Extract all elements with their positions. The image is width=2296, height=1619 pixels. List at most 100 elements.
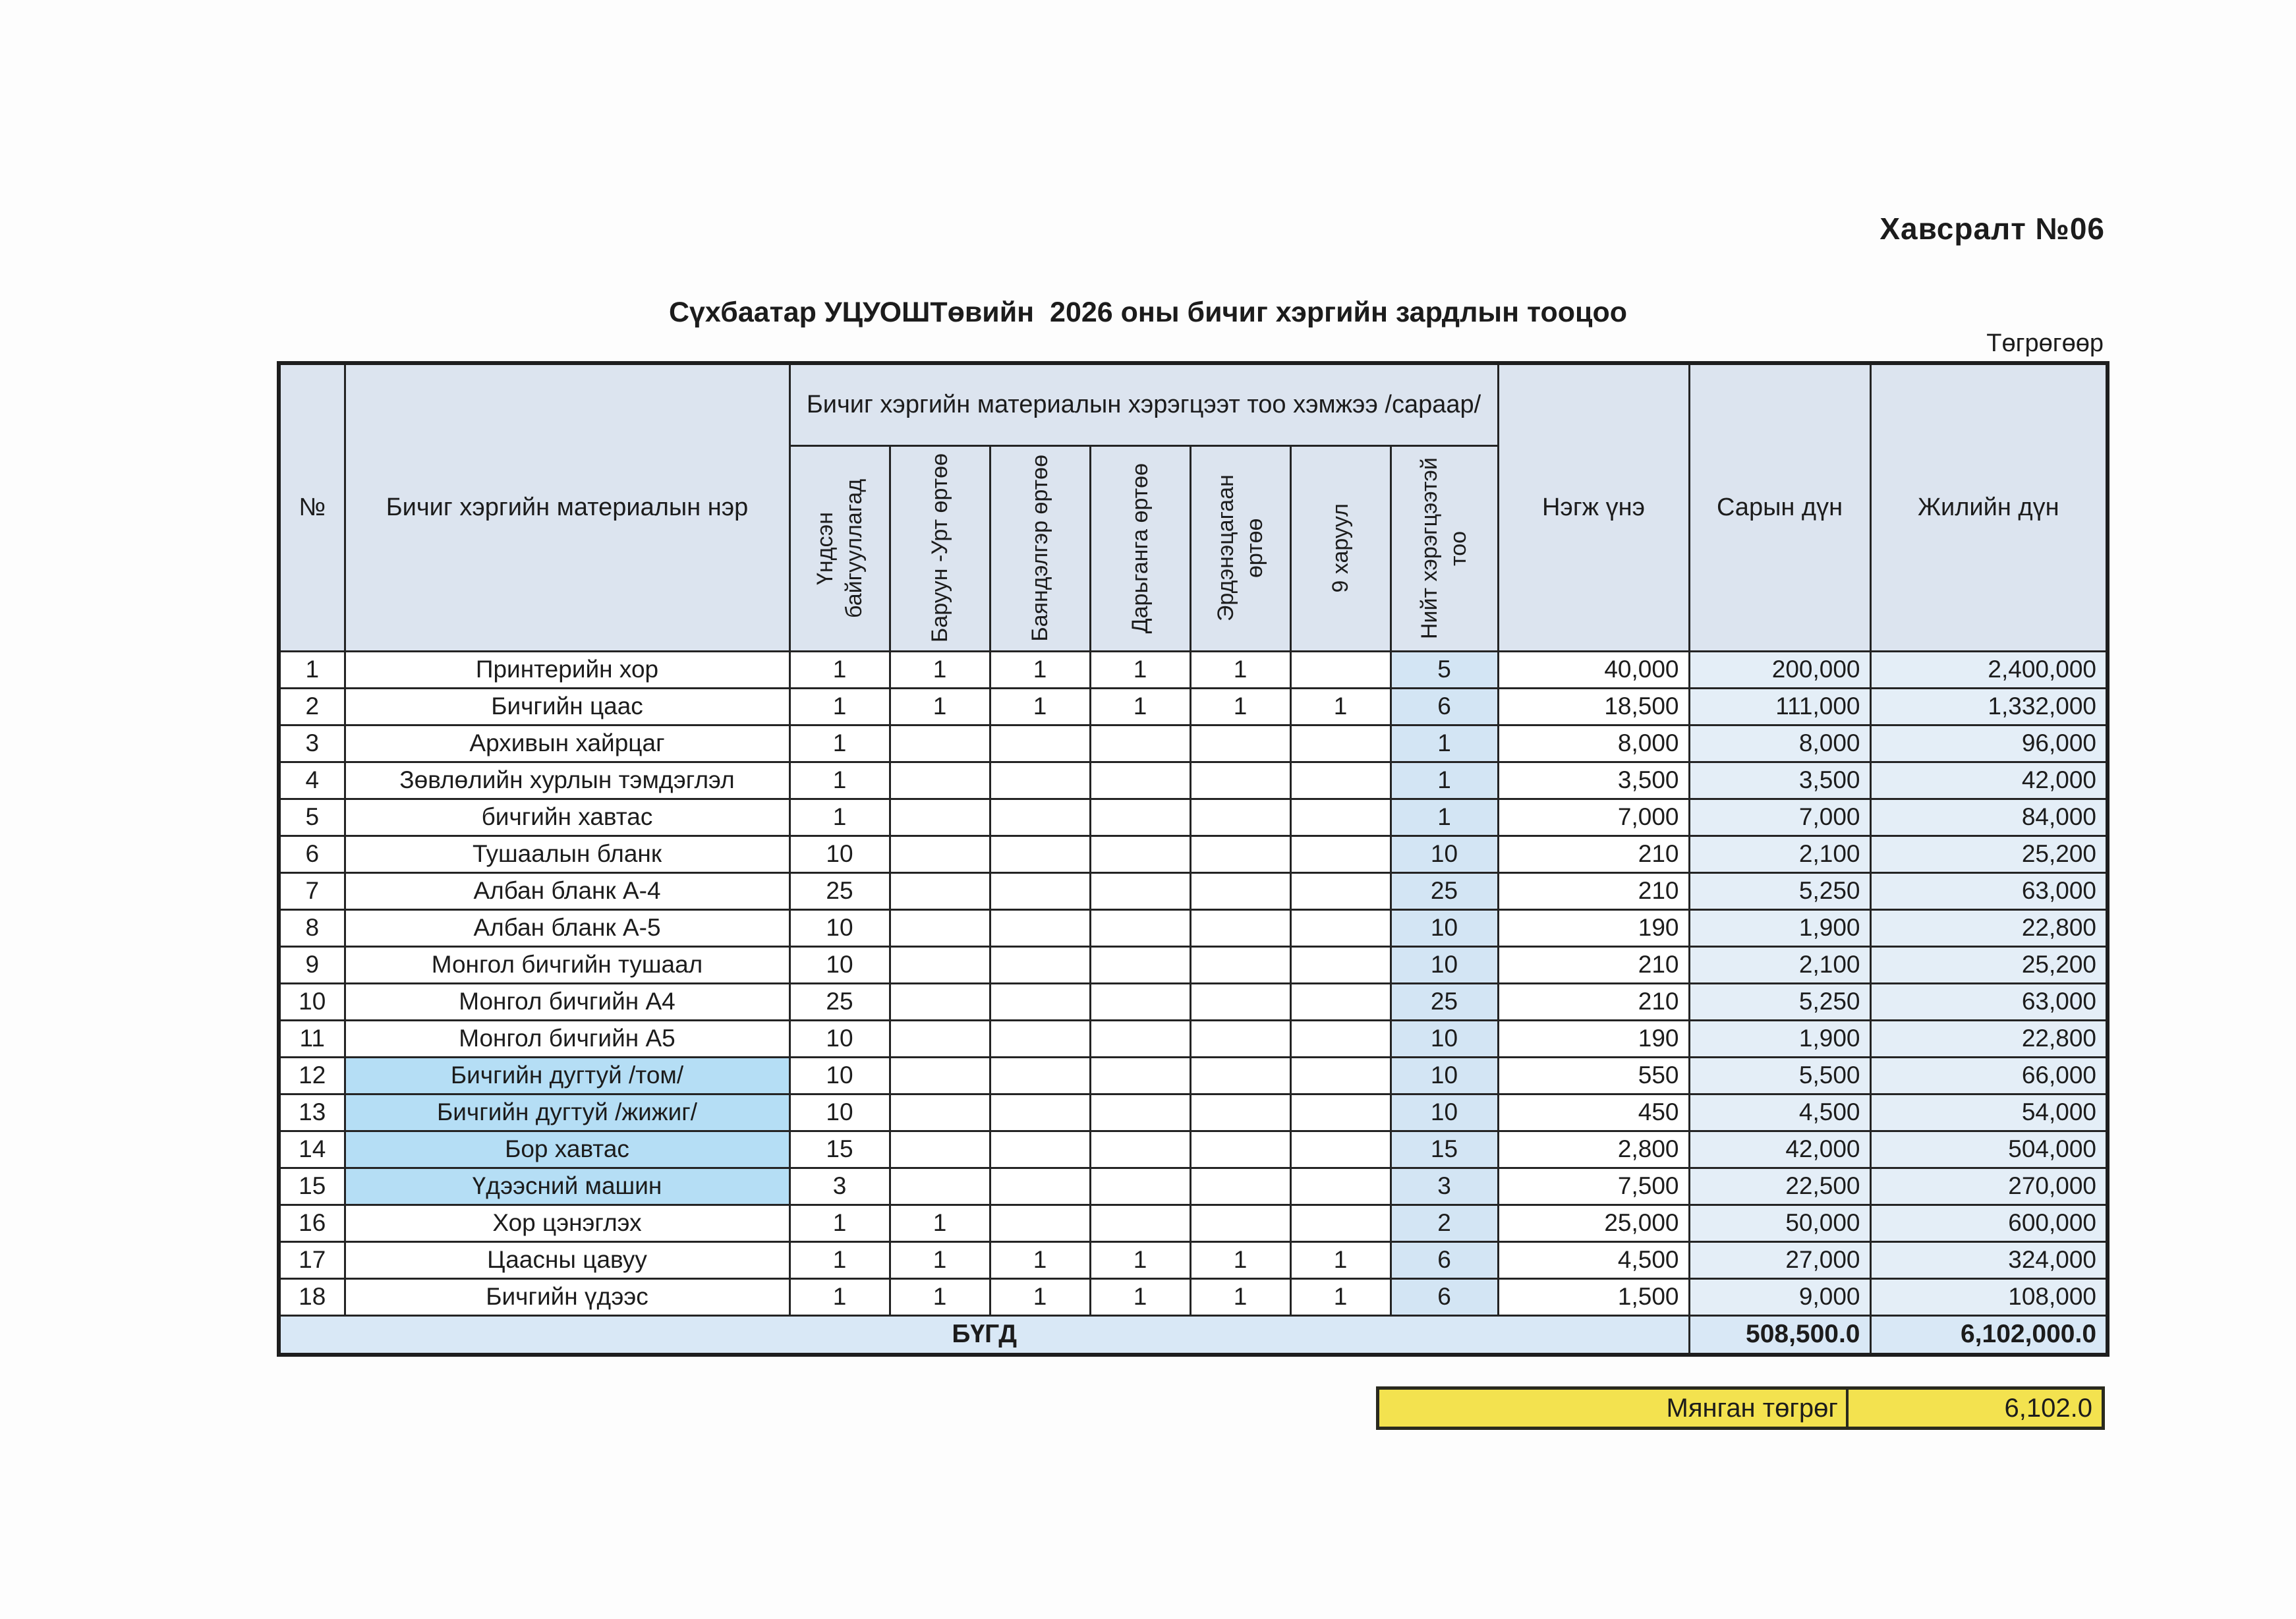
count-cell-0: 1: [788, 687, 891, 726]
yearly-cell: 25,200: [1869, 945, 2109, 984]
count-cell-4: [1189, 1056, 1292, 1095]
count-cell-4: [1189, 1129, 1292, 1169]
row-name-cell: Зөвлөлийн хурлын тэмдэглэл: [343, 760, 791, 800]
total-count-cell: 1: [1389, 760, 1499, 800]
row-no-cell: 2: [277, 687, 346, 726]
monthly-cell: 2,100: [1688, 945, 1872, 984]
count-cell-4: 1: [1189, 687, 1292, 726]
row-name-cell: Бичгийн дугтуй /жижиг/: [343, 1093, 791, 1132]
unit-price-cell: 190: [1497, 1019, 1690, 1058]
table-header: № Бичиг хэргийн материалын нэр Бичиг хэр…: [277, 362, 2109, 652]
count-cell-1: [888, 834, 991, 874]
row-no-cell: 5: [277, 797, 346, 837]
count-cell-2: [989, 1056, 1091, 1095]
subcolumn-header-erdenetsagaan: Эрдэнэцагаан өртөө: [1189, 444, 1292, 652]
yearly-cell: 270,000: [1869, 1166, 2109, 1206]
count-cell-5: [1289, 834, 1392, 874]
count-cell-1: 1: [888, 1203, 991, 1243]
total-count-cell: 10: [1389, 1056, 1499, 1095]
thousand-tugrik-summary-bar: Мянган төгрөг 6,102.0: [1376, 1386, 2105, 1430]
monthly-cell: 2,100: [1688, 834, 1872, 874]
yearly-cell: 54,000: [1869, 1093, 2109, 1132]
count-cell-0: 1: [788, 1203, 891, 1243]
table-row: 10 Монгол бичгийн А4 25 25 210 5,250 63,…: [277, 982, 2109, 1021]
total-count-cell: 1: [1389, 797, 1499, 837]
count-cell-5: [1289, 908, 1392, 948]
yearly-cell: 22,800: [1869, 908, 2109, 948]
row-name-cell: Монгол бичгийн тушаал: [343, 945, 791, 984]
count-cell-2: [989, 1019, 1091, 1058]
row-name-cell: Үдээсний машин: [343, 1166, 791, 1206]
count-cell-2: [989, 1129, 1091, 1169]
unit-price-cell: 450: [1497, 1093, 1690, 1132]
row-no-cell: 8: [277, 908, 346, 948]
count-cell-2: [989, 834, 1091, 874]
total-count-cell: 5: [1389, 650, 1499, 689]
table-row: 3 Архивын хайрцаг 1 1 8,000 8,000 96,000: [277, 724, 2109, 763]
count-cell-5: [1289, 1056, 1392, 1095]
count-cell-1: 1: [888, 1240, 991, 1280]
count-cell-1: [888, 1166, 991, 1206]
count-cell-0: 10: [788, 1093, 891, 1132]
monthly-cell: 200,000: [1688, 650, 1872, 689]
count-cell-4: [1189, 724, 1292, 763]
count-cell-1: [888, 760, 991, 800]
count-cell-2: 1: [989, 650, 1091, 689]
count-cell-0: 25: [788, 982, 891, 1021]
column-header-monthly-total: Сарын дүн: [1688, 362, 1872, 652]
table-row: 18 Бичгийн үдээс 1 1 1 1 1 1 6 1,500 9,0…: [277, 1277, 2109, 1317]
row-name-cell: Принтерийн хор: [343, 650, 791, 689]
total-count-cell: 25: [1389, 871, 1499, 911]
count-cell-1: [888, 1019, 991, 1058]
total-count-cell: 2: [1389, 1203, 1499, 1243]
count-cell-1: 1: [888, 687, 991, 726]
column-header-unit-price: Нэгж үнэ: [1497, 362, 1690, 652]
table-row: 9 Монгол бичгийн тушаал 10 10 210 2,100 …: [277, 945, 2109, 984]
count-cell-3: 1: [1089, 650, 1191, 689]
subcolumn-header-dariganga: Дарьганга өртөө: [1089, 444, 1191, 652]
count-cell-2: [989, 982, 1091, 1021]
table-row: 11 Монгол бичгийн А5 10 10 190 1,900 22,…: [277, 1019, 2109, 1058]
count-cell-1: [888, 871, 991, 911]
count-cell-5: [1289, 760, 1392, 800]
subcolumn-header-9-haruul: 9 харуул: [1289, 444, 1392, 652]
row-name-cell: Албан бланк А-4: [343, 871, 791, 911]
count-cell-0: 10: [788, 1056, 891, 1095]
count-cell-1: [888, 1129, 991, 1169]
count-cell-5: [1289, 1166, 1392, 1206]
row-no-cell: 9: [277, 945, 346, 984]
count-cell-5: 1: [1289, 1240, 1392, 1280]
count-cell-4: [1189, 760, 1292, 800]
currency-unit-note: Төгрөгөөр: [1986, 329, 2104, 357]
count-cell-5: [1289, 1019, 1392, 1058]
count-cell-1: [888, 1056, 991, 1095]
subcolumn-header-total-needed: Нийт хэрэгцээтэй тоо: [1389, 444, 1499, 652]
yearly-cell: 1,332,000: [1869, 687, 2109, 726]
document-title: Сүхбаатар УЦУОШТөвийн 2026 оны бичиг хэр…: [668, 297, 1628, 328]
unit-price-cell: 2,800: [1497, 1129, 1690, 1169]
total-count-cell: 10: [1389, 945, 1499, 984]
total-count-cell: 25: [1389, 982, 1499, 1021]
thousand-tugrik-label: Мянган төгрөг: [1379, 1390, 1849, 1427]
row-name-cell: Бичгийн үдээс: [343, 1277, 791, 1317]
yearly-cell: 504,000: [1869, 1129, 2109, 1169]
total-count-cell: 10: [1389, 1093, 1499, 1132]
count-cell-4: 1: [1189, 1240, 1292, 1280]
yearly-cell: 63,000: [1869, 871, 2109, 911]
count-cell-4: [1189, 908, 1292, 948]
table-row: 8 Албан бланк А-5 10 10 190 1,900 22,800: [277, 908, 2109, 948]
monthly-cell: 1,900: [1688, 908, 1872, 948]
count-cell-4: [1189, 1019, 1292, 1058]
count-cell-3: [1089, 797, 1191, 837]
monthly-cell: 4,500: [1688, 1093, 1872, 1132]
row-no-cell: 18: [277, 1277, 346, 1317]
column-header-number: №: [277, 362, 346, 652]
row-no-cell: 4: [277, 760, 346, 800]
count-cell-2: [989, 1203, 1091, 1243]
subcolumn-header-main-org: Үндсэн байгууллагад: [788, 444, 891, 652]
count-cell-3: 1: [1089, 1240, 1191, 1280]
total-count-cell: 6: [1389, 687, 1499, 726]
count-cell-3: [1089, 982, 1191, 1021]
count-cell-5: [1289, 871, 1392, 911]
total-count-cell: 3: [1389, 1166, 1499, 1206]
